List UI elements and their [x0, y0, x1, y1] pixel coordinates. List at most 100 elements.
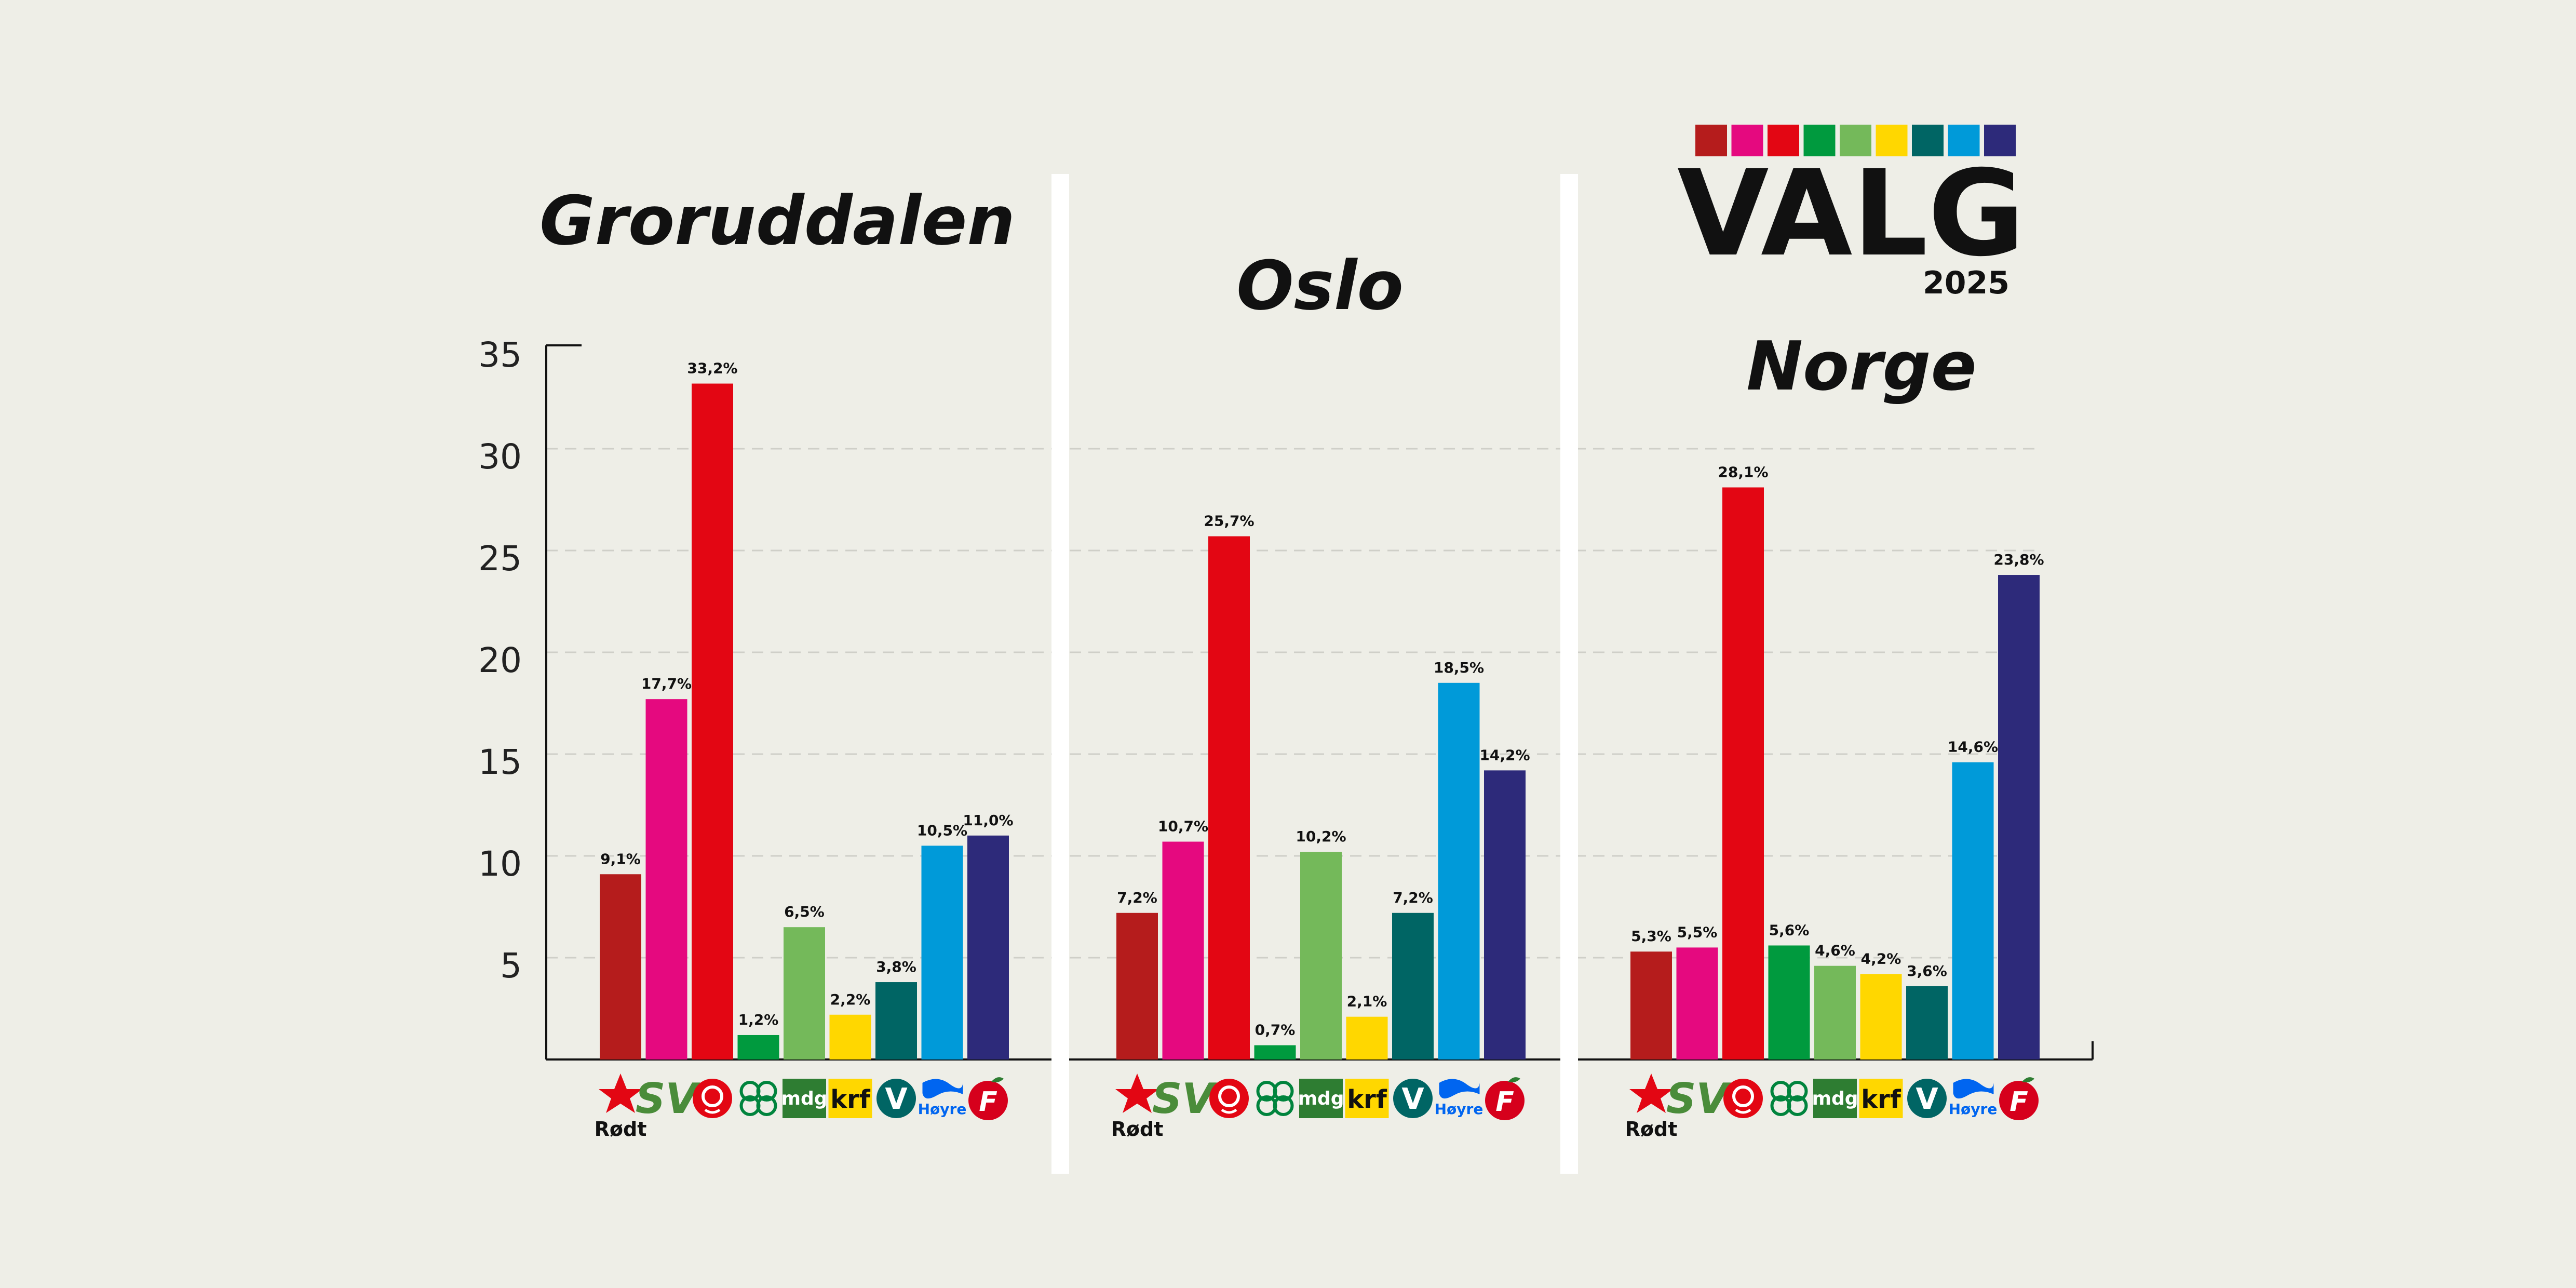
svg-text:F: F — [2009, 1086, 2028, 1118]
rodt-logo-icon: Rødt — [595, 1074, 647, 1141]
bar-mdg — [1814, 965, 1856, 1059]
logo-stripe — [1840, 125, 1871, 156]
bar-ap — [1208, 536, 1250, 1059]
krf-logo-icon: krf — [828, 1079, 872, 1118]
value-label: 33,2% — [687, 360, 737, 377]
value-label: 3,6% — [1907, 962, 1947, 980]
mdg-logo-icon: mdg — [781, 1079, 828, 1118]
bar-mdg — [1300, 852, 1342, 1059]
value-label: 7,2% — [1393, 889, 1433, 906]
value-label: 10,2% — [1296, 828, 1346, 845]
title-oslo: Oslo — [1236, 246, 1404, 325]
svg-text:mdg: mdg — [781, 1088, 827, 1109]
ap-rose-logo-icon — [1209, 1079, 1249, 1118]
y-tick-label: 30 — [478, 437, 522, 477]
bar-høyre — [1952, 762, 1994, 1059]
value-label: 0,7% — [1255, 1022, 1296, 1039]
svg-text:Høyre: Høyre — [1949, 1101, 1998, 1118]
bar-v — [875, 982, 917, 1059]
hoyre-logo-icon: Høyre — [1435, 1079, 1483, 1118]
y-tick-label: 10 — [478, 844, 522, 884]
sv-logo-icon: SV — [1666, 1075, 1732, 1123]
value-label: 1,2% — [738, 1011, 779, 1028]
bar-høyre — [921, 846, 963, 1059]
panel-divider — [1560, 174, 1578, 1174]
value-label: 7,2% — [1117, 889, 1157, 906]
svg-text:V: V — [1401, 1082, 1424, 1116]
rodt-logo-icon: Rødt — [1625, 1074, 1678, 1141]
svg-text:V: V — [885, 1082, 908, 1116]
bar-krf — [829, 1014, 871, 1059]
sp-clover-logo-icon — [1770, 1081, 1808, 1116]
logo-stripe — [1876, 125, 1908, 156]
svg-text:SV: SV — [1666, 1075, 1732, 1123]
y-tick-label: 25 — [478, 539, 522, 579]
hoyre-logo-icon: Høyre — [1949, 1079, 1998, 1118]
svg-text:Rødt: Rødt — [595, 1118, 647, 1141]
mdg-logo-icon: mdg — [1812, 1079, 1858, 1118]
sp-clover-logo-icon — [1256, 1081, 1294, 1116]
svg-text:krf: krf — [830, 1085, 871, 1114]
bar-frp — [1998, 575, 2040, 1059]
svg-text:krf: krf — [1861, 1085, 1901, 1114]
value-label: 17,7% — [641, 675, 692, 692]
ap-rose-logo-icon — [1723, 1079, 1763, 1118]
value-label: 23,8% — [1993, 551, 2044, 568]
hoyre-logo-icon: Høyre — [918, 1079, 967, 1118]
bar-høyre — [1438, 682, 1480, 1059]
logo-year: 2025 — [1923, 265, 2009, 301]
sp-clover-logo-icon — [739, 1081, 777, 1116]
bar-mdg — [784, 927, 825, 1059]
value-label: 10,5% — [917, 822, 967, 839]
value-label: 4,6% — [1815, 942, 1855, 959]
svg-text:F: F — [1495, 1086, 1514, 1118]
logo-stripe — [1695, 125, 1727, 156]
sv-logo-icon: SV — [1152, 1075, 1218, 1123]
svg-text:Rødt: Rødt — [1625, 1118, 1678, 1141]
logo-color-stripes — [1695, 125, 2016, 156]
logo-stripe — [1768, 125, 1799, 156]
value-labels: 9,1% 17,7% 33,2% 1,2% 6,5% 2,2% 3,8% 10,5%11,0%… — [600, 360, 2044, 1039]
y-tick-labels: 5 10 15 20 25 30 35 — [478, 335, 522, 986]
value-label: 5,5% — [1677, 923, 1718, 941]
value-label: 5,6% — [1769, 921, 1810, 938]
logo-stripe — [1912, 125, 1944, 156]
svg-text:SV: SV — [1152, 1075, 1218, 1123]
bar-krf — [1346, 1016, 1388, 1059]
svg-text:Høyre: Høyre — [918, 1101, 967, 1118]
svg-text:Høyre: Høyre — [1435, 1101, 1483, 1118]
logo-title: VALG — [1677, 144, 2025, 283]
value-label: 6,5% — [784, 903, 825, 920]
svg-text:V: V — [1916, 1082, 1938, 1116]
gridlines — [546, 448, 2041, 959]
valg-logo: VALG 2025 — [1677, 125, 2025, 301]
value-label: 9,1% — [600, 850, 641, 867]
bar-ap — [1722, 487, 1764, 1059]
value-label: 10,7% — [1158, 818, 1208, 835]
y-tick-label: 20 — [478, 640, 522, 680]
y-tick-label: 5 — [500, 946, 522, 986]
value-label: 25,7% — [1204, 513, 1254, 530]
logo-stripe — [1948, 125, 1980, 156]
y-tick-label: 35 — [478, 335, 522, 375]
krf-logo-icon: krf — [1345, 1079, 1389, 1118]
bar-rødt — [1630, 951, 1672, 1059]
bar-ap — [692, 383, 733, 1059]
bars — [600, 383, 2040, 1059]
frp-logo-icon: F — [1485, 1077, 1525, 1120]
bar-krf — [1860, 974, 1902, 1059]
svg-text:mdg: mdg — [1298, 1088, 1344, 1109]
bar-sp — [1254, 1045, 1296, 1059]
bar-sv — [1676, 947, 1718, 1059]
rodt-logo-icon: Rødt — [1111, 1074, 1163, 1141]
value-label: 14,6% — [1948, 739, 1998, 756]
svg-text:F: F — [979, 1086, 997, 1118]
venstre-logo-icon: V — [1907, 1079, 1947, 1118]
y-tick-label: 15 — [478, 742, 522, 782]
value-label: 2,1% — [1347, 993, 1387, 1010]
frp-logo-icon: F — [968, 1077, 1008, 1120]
svg-text:krf: krf — [1347, 1085, 1387, 1114]
bar-frp — [967, 835, 1009, 1059]
